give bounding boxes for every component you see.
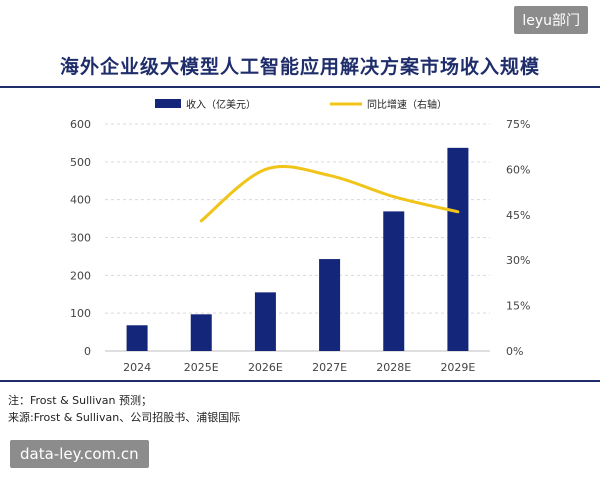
- y2-tick-label: 60%: [506, 163, 530, 176]
- chart: 0 100 200 300 400 500 600 0% 15% 30% 45% 60% 75% 20…: [70, 98, 530, 374]
- notes: 注：Frost & Sullivan 预测； 来源:Frost & Sulliv…: [8, 392, 240, 426]
- legend: 收入（亿美元） 同比增速（右轴）: [155, 98, 447, 111]
- x-tick-label: 2026E: [248, 361, 283, 374]
- x-tick-label: 2029E: [440, 361, 475, 374]
- y2-tick-label: 45%: [506, 209, 530, 222]
- x-tick-label: 2027E: [312, 361, 347, 374]
- source-badge: leyu部门: [514, 6, 588, 34]
- bar: [447, 147, 469, 351]
- right-axis: 0% 15% 30% 45% 60% 75%: [506, 118, 530, 358]
- y-tick-label: 200: [70, 269, 91, 282]
- y-tick-label: 300: [70, 232, 91, 245]
- y-tick-label: 0: [84, 345, 91, 358]
- bar: [383, 211, 405, 351]
- x-tick-label: 2025E: [184, 361, 219, 374]
- grid-lines: [105, 123, 490, 352]
- legend-swatch-bar: [155, 99, 181, 108]
- notes-divider: [0, 380, 600, 382]
- y2-tick-label: 30%: [506, 254, 530, 267]
- y-tick-label: 500: [70, 156, 91, 169]
- x-axis: 2024 2025E 2026E 2027E 2028E 2029E: [123, 361, 475, 374]
- bar: [254, 292, 276, 351]
- y2-tick-label: 75%: [506, 118, 530, 131]
- title-divider: [0, 86, 600, 88]
- bar: [126, 325, 148, 351]
- bar: [190, 314, 212, 351]
- legend-label-revenue: 收入（亿美元）: [186, 98, 256, 111]
- y-tick-label: 600: [70, 118, 91, 131]
- chart-title: 海外企业级大模型人工智能应用解决方案市场收入规模: [59, 56, 540, 78]
- note-source: 来源:Frost & Sullivan、公司招股书、浦银国际: [8, 411, 241, 424]
- y-tick-label: 100: [70, 307, 91, 320]
- legend-label-growth: 同比增速（右轴）: [367, 98, 447, 111]
- left-axis: 0 100 200 300 400 500 600: [70, 118, 91, 358]
- y2-tick-label: 0%: [506, 345, 523, 358]
- bar-series: [126, 147, 469, 351]
- y-tick-label: 400: [70, 194, 91, 207]
- note-forecast: 注：Frost & Sullivan 预测；: [8, 394, 152, 407]
- x-tick-label: 2028E: [376, 361, 411, 374]
- x-tick-label: 2024: [123, 361, 151, 374]
- line-series: [199, 165, 460, 223]
- watermark: data-ley.com.cn: [10, 440, 149, 468]
- y2-tick-label: 15%: [506, 300, 530, 313]
- bar: [319, 259, 341, 351]
- growth-line: [199, 165, 460, 223]
